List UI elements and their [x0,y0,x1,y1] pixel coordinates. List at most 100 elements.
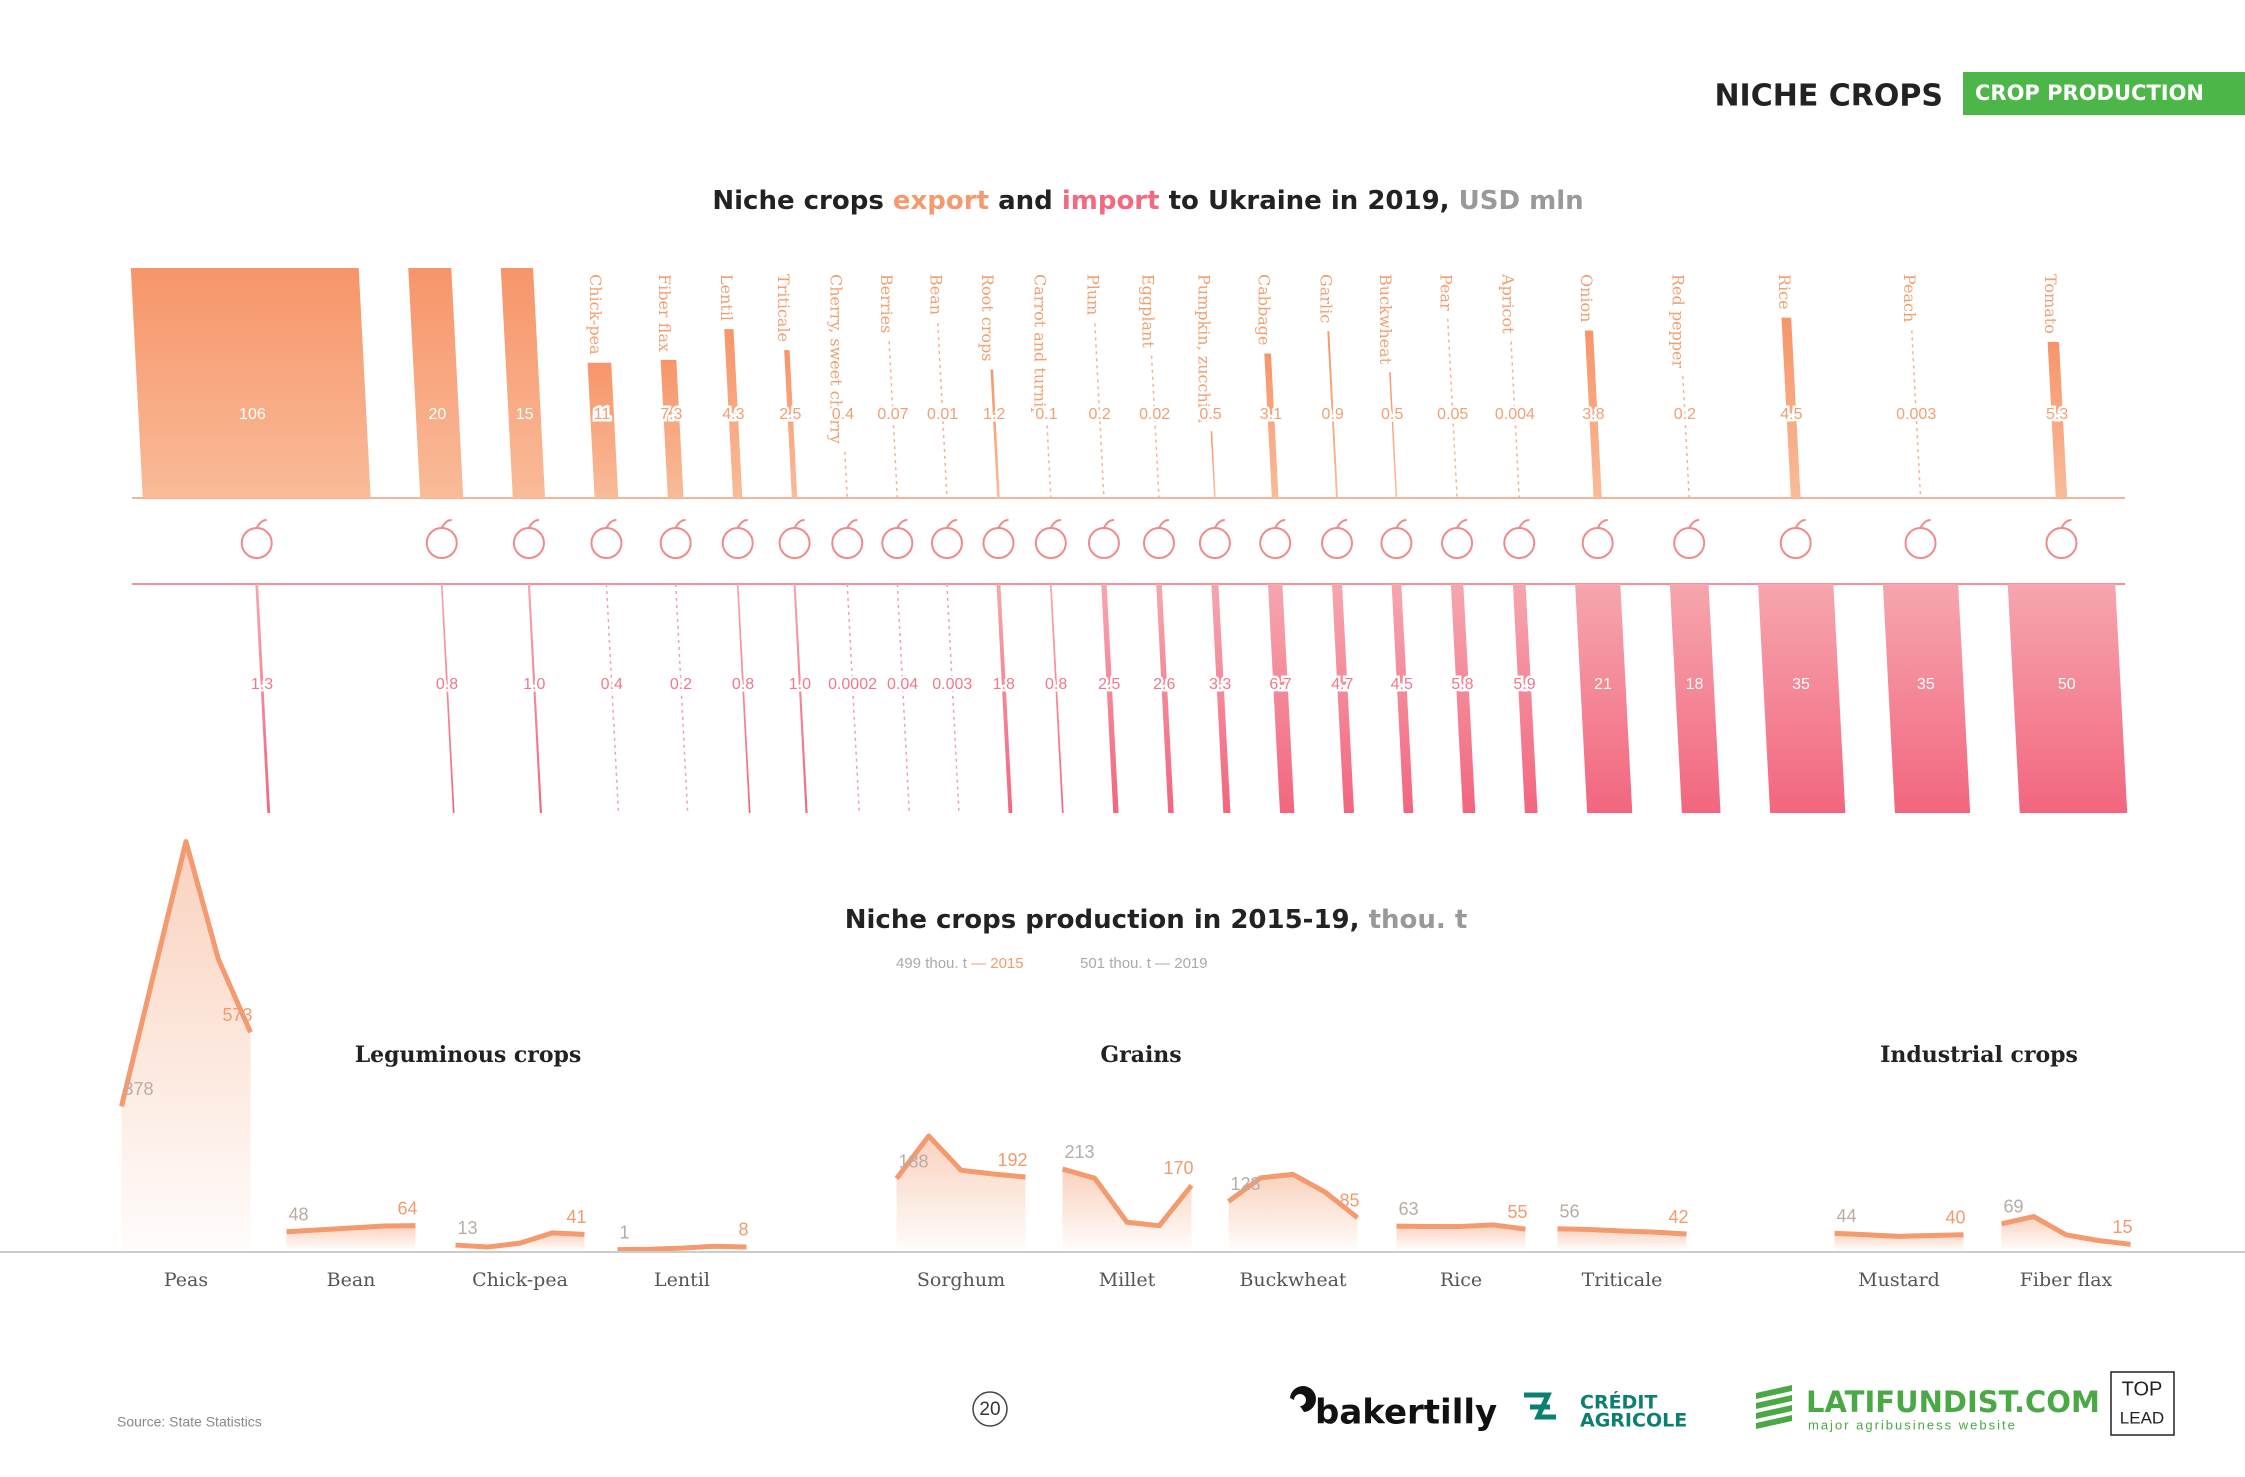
export-bar [1584,330,1602,498]
title-part: and [998,186,1053,216]
category-label: Berries [877,274,896,333]
export-bar [1046,425,1052,499]
category-label: Eggplant [1138,274,1157,348]
import-value: 5.9 [1513,676,1535,693]
title-export: export [893,186,989,216]
crop-icon [946,519,958,529]
crop-name: Peas [164,1269,208,1291]
category-label: Lentil [717,274,736,321]
crop-icon [1441,527,1474,559]
crop-name: Lentil [654,1269,710,1291]
export-bar [937,323,948,499]
export-bar [1389,372,1398,498]
category-label: Plum [1083,274,1102,315]
chart-title: Niche crops export and import to Ukraine… [712,186,1583,216]
title-part: to Ukraine in 2019, [1169,186,1450,216]
badge [1963,72,2245,115]
logo-agricole: AGRICOLE [1580,1410,1687,1432]
export-value: 0.01 [927,406,958,423]
category-label: Peach [1900,274,1919,322]
crop-icon [425,527,458,559]
import-bar [736,584,751,813]
crop-icon [982,527,1015,559]
crop-name: Fiber flax [2020,1269,2113,1291]
export-bar [1781,317,1801,498]
value-label: 1 [620,1222,630,1242]
import-value: 0.8 [1045,676,1067,693]
category-label: Tomato [2041,274,2060,334]
crop-icon [1380,527,1413,559]
note-value: 499 thou. t [896,955,968,972]
import-value: 1.8 [993,676,1015,693]
import-value: 0.2 [670,676,692,693]
export-bar [2047,341,2068,498]
crop-icon [1213,519,1225,529]
crop-name: Sorghum [917,1269,1005,1291]
export-value: 3.1 [1260,406,1282,423]
value-label: 192 [997,1150,1027,1170]
export-value: 0.5 [1381,406,1403,423]
export-value: 1.2 [983,406,1005,423]
title-import: import [1062,186,1160,216]
line [2000,1214,2131,1247]
group-title: Grains [1100,1042,1181,1068]
line [1834,1230,1964,1239]
import-bar [1669,584,1721,813]
value-label: 170 [1163,1158,1193,1178]
import-bar [1101,584,1119,813]
note: 501 thou. t — 2019 [1080,955,1208,972]
logo-mark [1756,1385,1792,1429]
category-label: Carrot and turnip [1030,274,1049,417]
category-label: Cabbage [1255,274,1274,346]
note: 499 thou. t — 2015 [896,955,1024,972]
export-value: 0.5 [1199,406,1221,423]
line [617,1243,747,1253]
import-bar [1758,584,1846,813]
import-value: 1.0 [523,676,545,693]
crop-name: Millet [1099,1269,1156,1291]
title-unit: thou. t [1369,905,1468,935]
import-bar [1331,584,1355,813]
crop-icon [659,527,692,559]
section-title: NICHE CROPS [1714,79,1943,114]
import-value: 0.003 [932,676,972,693]
import-bar [896,583,911,814]
title-part: Niche crops production in 2015-19, [845,905,1360,935]
crop-icon [1142,527,1175,559]
export-bar [660,359,684,498]
import-value: 2.6 [1153,676,1175,693]
export-bar [724,329,743,498]
chart-title: Niche crops production in 2015-19, thou.… [845,905,1468,935]
import-value: 1.3 [251,676,273,693]
import-bar [440,584,455,813]
value-label: 8 [738,1220,748,1240]
crop-icon [590,527,623,559]
value-label: 56 [1560,1201,1580,1221]
crop-icon [1779,527,1812,559]
value-label: 128 [1231,1174,1261,1194]
crop-icon [1794,519,1806,529]
crop-icon [1049,519,1061,529]
note-value: 501 thou. t [1080,955,1152,972]
export-bar [784,350,798,498]
crop-icon [605,519,617,529]
category-label: Root crops [978,274,997,362]
import-bar [2007,584,2128,813]
export-value: 0.4 [832,406,854,423]
export-value: 5.3 [2046,406,2068,423]
export-value: 2.5 [779,406,801,423]
import-bar [846,583,860,814]
crop-icon [1456,519,1468,529]
export-value: 11 [594,406,611,423]
import-bar [946,583,960,814]
crop-icon [793,519,805,529]
logo-tagline: major agribusiness website [1808,1417,2017,1432]
logo-bakertilly: bakertilly [1315,1393,1497,1433]
crop-icon [1259,527,1292,559]
logo-credit: CRÉDIT [1580,1391,1657,1414]
value-label: 378 [124,1079,154,1099]
crop-icon [440,519,452,529]
category-label: Fiber flax [655,274,674,352]
import-bar [1211,584,1231,813]
export-value: 3.8 [1582,406,1604,423]
